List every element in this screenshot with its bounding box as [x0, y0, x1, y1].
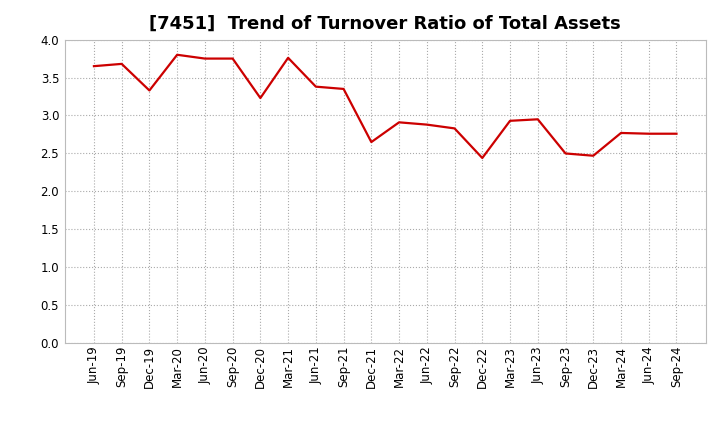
Title: [7451]  Trend of Turnover Ratio of Total Assets: [7451] Trend of Turnover Ratio of Total …	[149, 15, 621, 33]
